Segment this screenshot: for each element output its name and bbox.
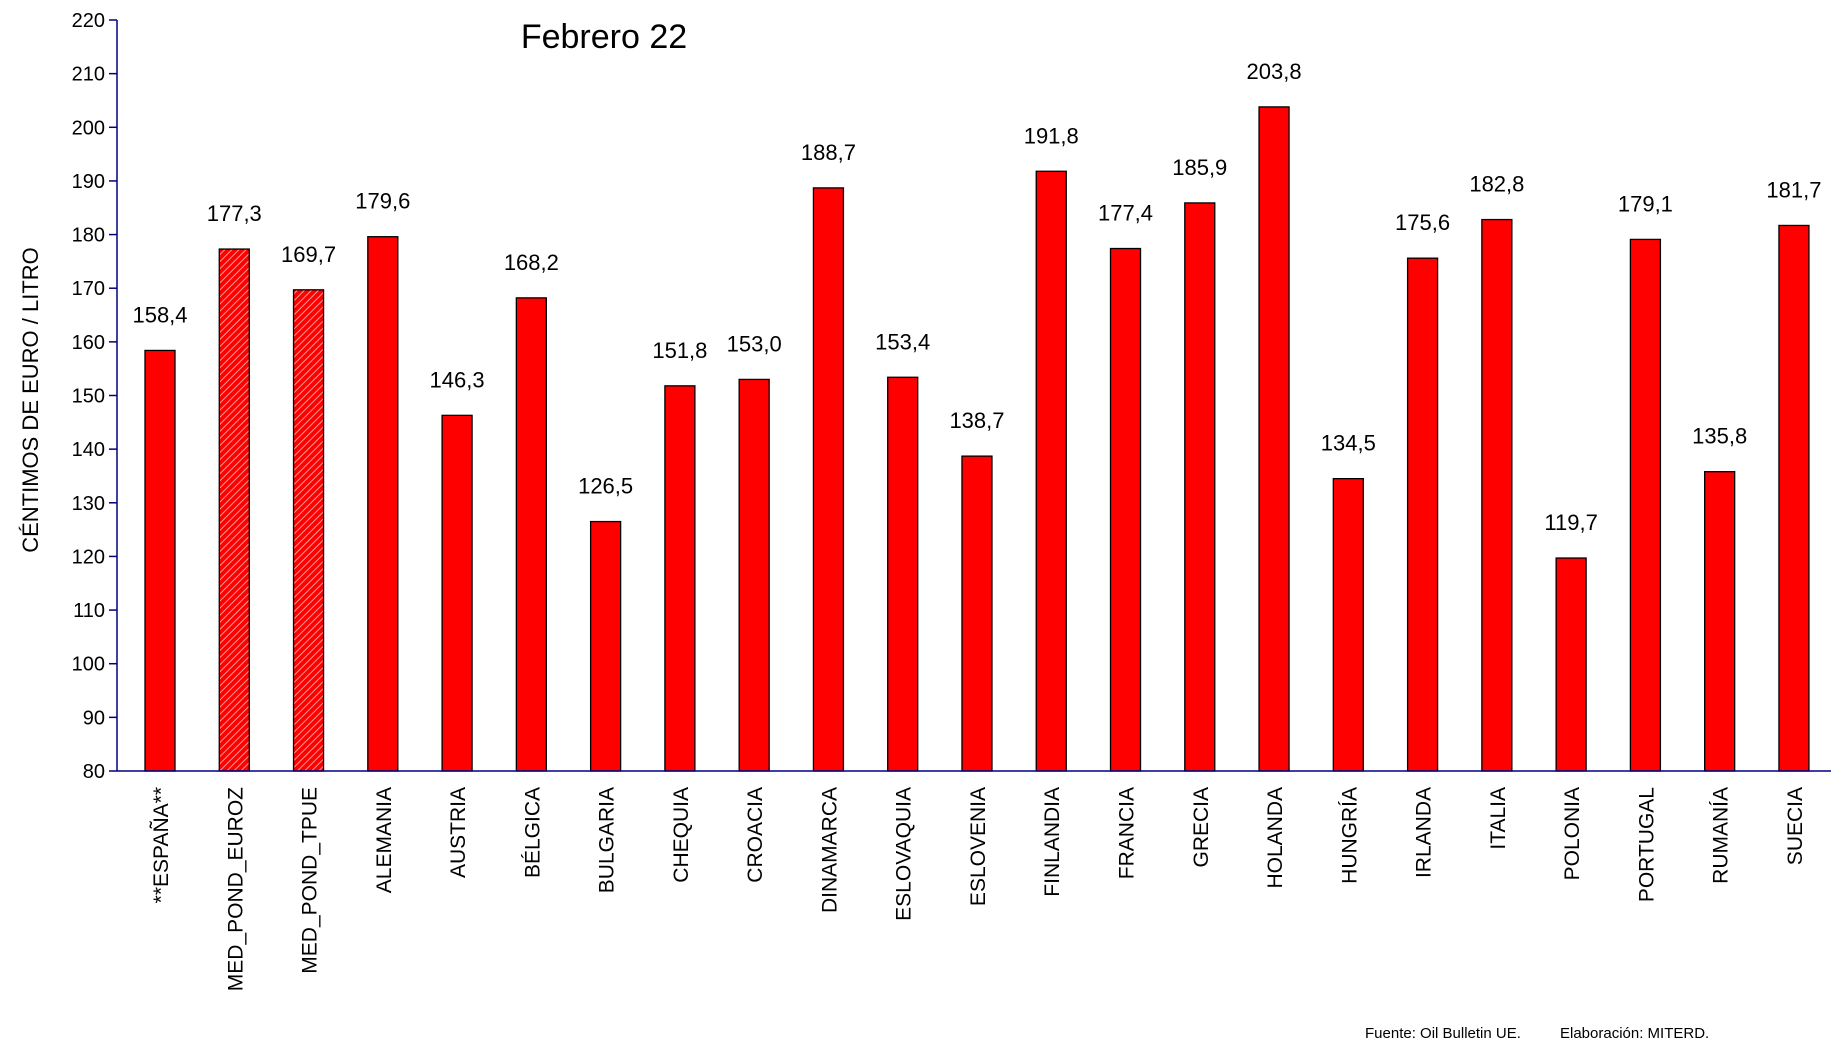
bar [589,520,622,772]
y-tick-label: 180 [72,225,105,247]
x-tick-label: **ESPAÑA** [149,787,173,903]
value-label: 146,3 [430,367,485,392]
value-label: 126,5 [578,474,633,499]
bar [1109,247,1142,772]
x-tick-label: ESLOVENIA [967,787,990,906]
y-tick-label: 130 [72,493,105,515]
value-label: 153,0 [727,331,782,356]
bar [1629,238,1662,772]
value-label: 134,5 [1321,431,1376,456]
y-tick-label: 90 [83,707,105,729]
x-tick-label: SUECIA [1784,787,1807,865]
x-tick-label: BULGARIA [596,787,619,893]
value-label: 179,6 [355,189,410,214]
bar [292,289,325,772]
source: Fuente: Oil Bulletin UE. [1365,1025,1521,1042]
bar [1778,224,1810,772]
bar [1481,218,1513,772]
bar [515,297,547,772]
value-label: 135,8 [1692,424,1747,449]
value-label: 177,4 [1098,201,1153,226]
value-label: 182,8 [1469,172,1524,197]
x-tick-label: CHEQUIA [670,787,693,883]
value-label: 188,7 [801,140,856,165]
value-label: 151,8 [652,338,707,363]
x-tick-label: RUMANÍA [1710,787,1733,884]
value-label: 175,6 [1395,210,1450,235]
y-tick-label: 190 [72,171,105,193]
y-tick-label: 160 [72,332,105,354]
y-tick-label: 170 [72,278,105,300]
x-tick-label: ALEMANIA [373,787,396,893]
y-tick-label: 100 [72,654,105,676]
value-label: 138,7 [949,408,1004,433]
x-tick-label: HUNGRÍA [1338,787,1361,884]
bar [1555,557,1587,772]
bar [664,385,696,772]
credit: Elaboración: MITERD. [1560,1025,1709,1042]
value-label: 179,1 [1618,191,1673,216]
y-axis-title: CÉNTIMOS DE EURO / LITRO [18,247,43,553]
x-tick-label: MED_POND_TPUE [299,787,322,974]
y-tick-label: 110 [73,600,105,622]
chart-title: Febrero 22 [521,18,687,56]
x-tick-label: POLONIA [1561,787,1584,880]
bar [887,376,919,772]
x-tick-label: ITALIA [1487,787,1510,850]
x-tick-label: AUSTRIA [447,787,470,878]
value-label: 177,3 [207,201,262,226]
value-label: 119,7 [1544,510,1597,535]
bar [1035,170,1067,772]
value-label: 169,7 [281,242,336,267]
value-label: 153,4 [875,329,930,354]
x-tick-label: GRECIA [1190,787,1213,868]
value-label: 203,8 [1247,59,1302,84]
y-tick-label: 140 [72,439,105,461]
y-tick-label: 80 [83,761,105,783]
x-tick-label: HOLANDA [1264,787,1287,889]
value-label: 168,2 [504,250,559,275]
value-label: 185,9 [1172,155,1227,180]
bar [812,187,845,772]
y-tick-label: 120 [72,546,105,568]
value-label: 191,8 [1024,123,1079,148]
x-tick-label: FINLANDIA [1041,787,1064,897]
x-tick-label: BÉLGICA [521,787,544,878]
x-tick-label: PORTUGAL [1635,787,1658,902]
value-label: 181,7 [1766,177,1821,202]
x-tick-label: ESLOVAQUIA [893,787,916,921]
bar [1406,257,1439,772]
y-tick-label: 210 [72,64,105,86]
bar [441,414,473,772]
x-tick-label: DINAMARCA [818,787,841,913]
bar [961,455,993,772]
bar [1332,477,1364,772]
bar [1258,106,1290,772]
y-tick-label: 220 [72,10,105,32]
bar [1704,471,1736,772]
x-tick-label: FRANCIA [1116,787,1139,879]
x-tick-label: MED_POND_EUROZ [224,787,247,991]
y-tick-label: 200 [72,117,105,139]
value-label: 158,4 [132,302,187,327]
bar [738,378,770,772]
bar [367,236,399,772]
bar [218,248,250,772]
bar [144,349,176,772]
y-tick-label: 150 [72,386,105,408]
bar [1184,202,1216,772]
x-tick-label: IRLANDA [1413,787,1436,878]
x-tick-label: CROACIA [744,787,767,883]
